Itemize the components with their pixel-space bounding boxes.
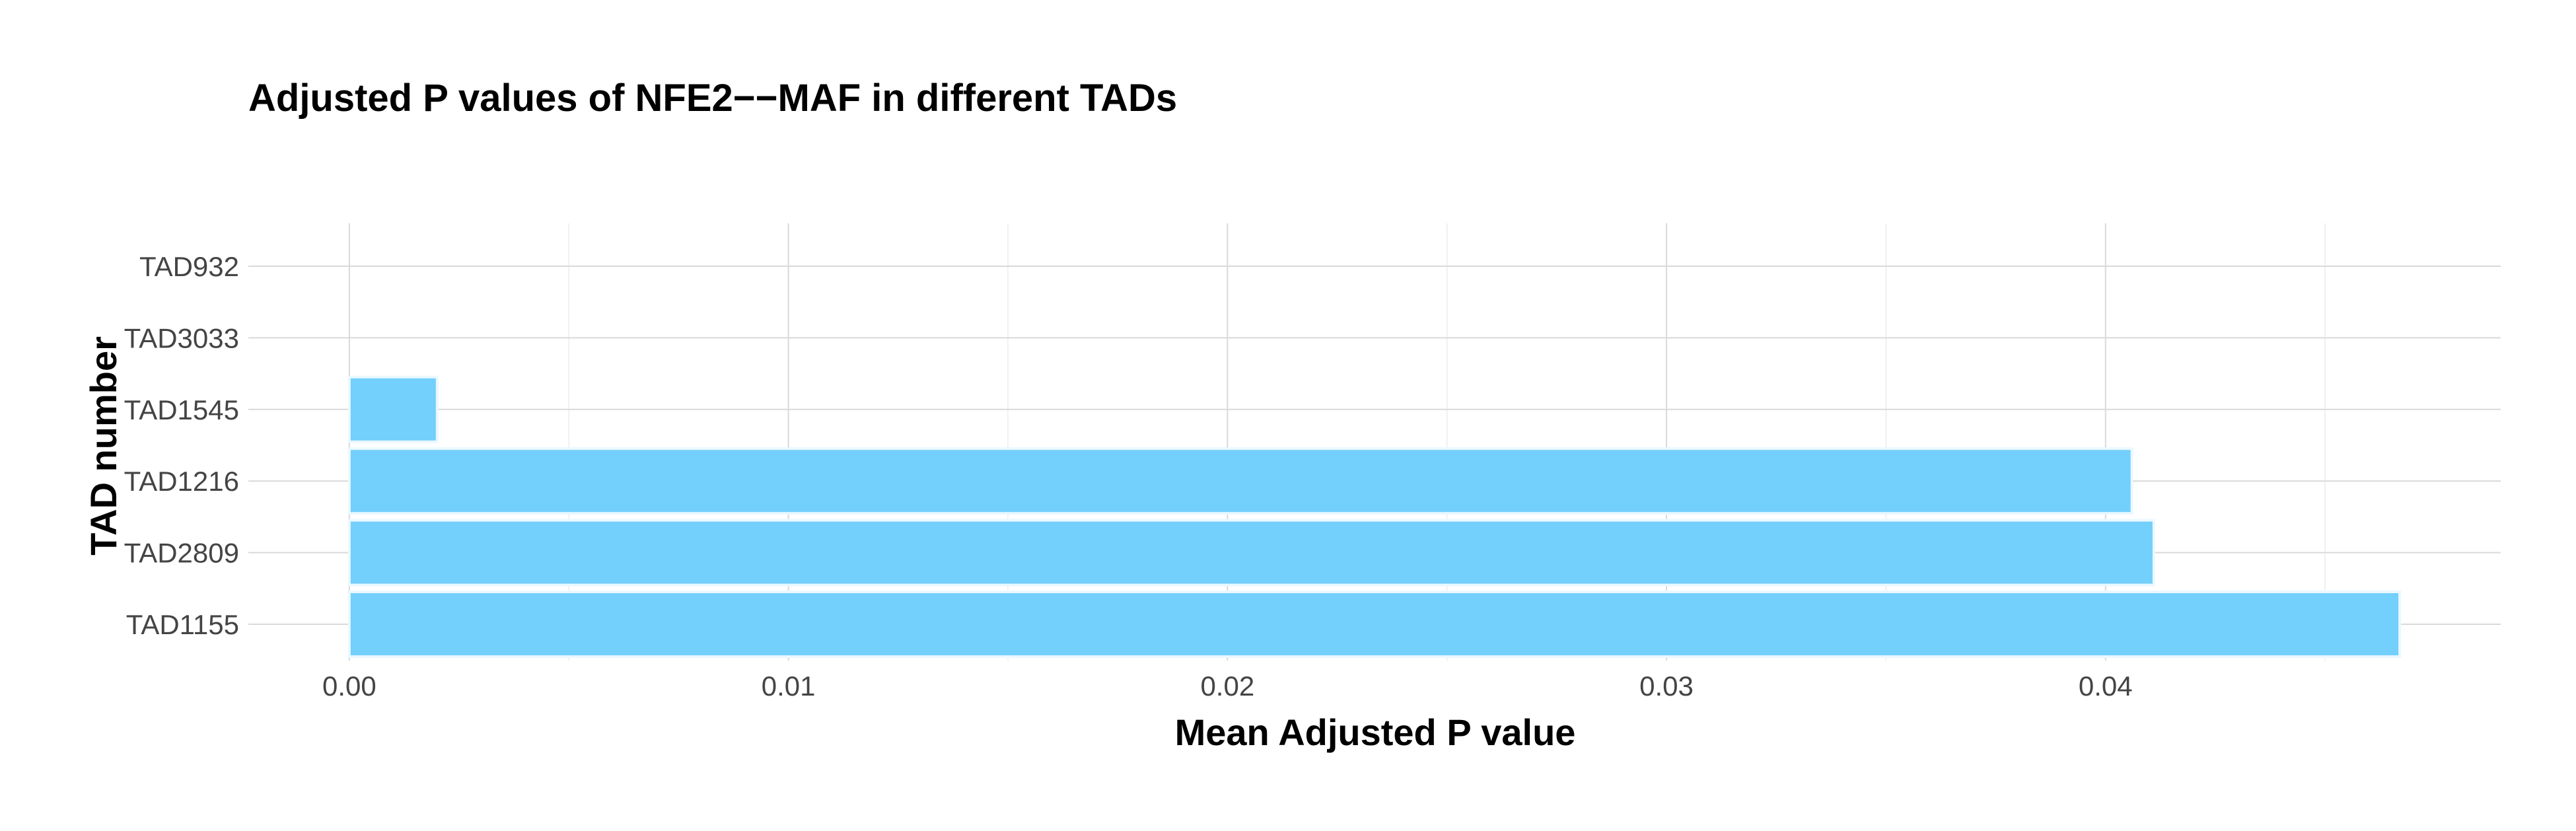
y-tick-label: TAD1155: [126, 609, 239, 640]
x-tick-label: 0.01: [762, 670, 816, 702]
x-tick-label: 0.00: [322, 670, 376, 702]
bar-tad1216: [347, 447, 2133, 515]
bars: [347, 375, 2402, 658]
y-tick-label: TAD1545: [124, 394, 239, 425]
x-tick-label: 0.02: [1200, 670, 1254, 702]
x-tick-label: 0.03: [1639, 670, 1694, 702]
y-axis-title: TAD number: [83, 336, 124, 556]
y-tick-labels: TAD932 TAD3033 TAD1545 TAD1216 TAD2809 TAD115…: [124, 251, 239, 640]
bar-tad1155: [347, 591, 2402, 658]
y-tick-label: TAD932: [139, 251, 239, 282]
chart-title: Adjusted P values of NFE2−−MAF in differ…: [248, 77, 1177, 120]
x-tick-labels: 0.00 0.01 0.02 0.03 0.04: [322, 670, 2133, 702]
bar-tad2809: [347, 519, 2155, 587]
bar-tad1545: [347, 375, 439, 443]
y-tick-label: TAD1216: [124, 466, 239, 497]
y-tick-label: TAD2809: [124, 538, 239, 569]
x-axis-title: Mean Adjusted P value: [1175, 711, 1576, 753]
y-tick-label: TAD3033: [124, 322, 239, 353]
x-tick-label: 0.04: [2079, 670, 2133, 702]
